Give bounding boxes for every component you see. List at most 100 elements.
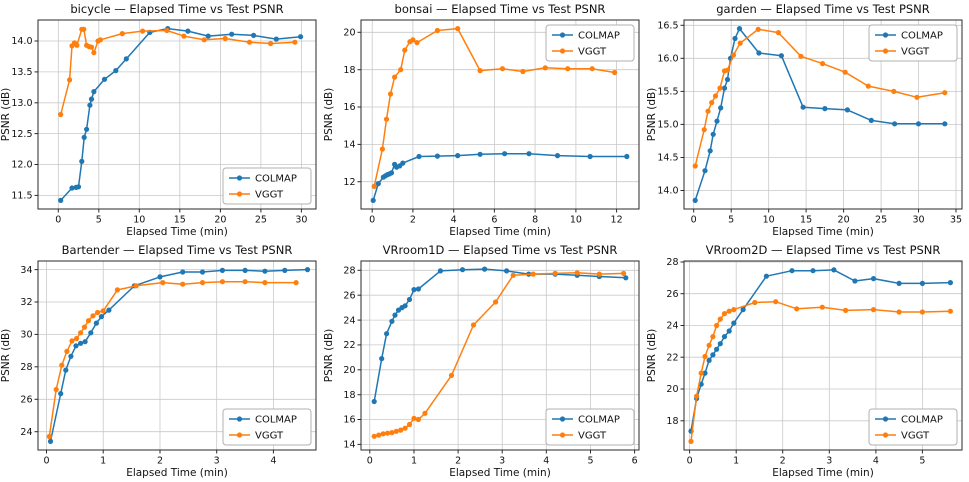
vggt-legend-marker [236,432,243,438]
x-tick-label: 5 [96,215,102,226]
y-tick-label: 16 [343,102,355,113]
x-tick-label: 0 [55,215,61,226]
vggt-markers [371,270,627,439]
y-tick-label: 16.5 [657,21,678,32]
y-tick-label: 15.5 [657,87,678,98]
vggt-legend-marker [882,48,889,54]
y-tick-label: 34 [20,265,32,276]
y-tick-label: 20 [666,384,678,395]
legend: COLMAP VGGT [545,408,635,446]
chart-title: Bartender — Elapsed Time vs Test PSNR [62,243,293,257]
y-tick-label: 16 [343,415,355,426]
y-tick-label: 22 [343,340,355,351]
x-tick-label: 4 [451,215,457,226]
vggt-markers [692,26,948,169]
y-tick-label: 14.0 [11,36,32,47]
y-tick-label: 28 [343,266,355,277]
y-tick-label: 20 [343,365,355,376]
chart-bonsai: 0 2 4 6 8 10 12 12 14 16 18 20 COLMAP VGGT bonsai — El… [323,0,646,241]
x-tick-label: 30 [295,215,307,226]
x-tick-label: 12 [611,215,623,226]
legend: COLMAP VGGT [868,24,958,62]
plot-border [683,260,963,451]
y-tick-label: 13.5 [11,67,32,78]
chart-canvas-garden: 0 5 10 15 20 25 30 35 14.0 14.5 15.0 15.5 16.0 16.5 CO… [646,2,963,238]
x-tick-label: 0 [687,456,693,467]
x-tick-label: 15 [800,215,812,226]
vggt-markers [58,26,298,118]
x-tick-label: 30 [912,215,924,226]
y-axis-label: PSNR (dB) [646,88,658,142]
y-tick-label: 28 [666,257,678,268]
y-axis-label: PSNR (dB) [323,329,335,383]
legend: COLMAP VGGT [222,167,312,205]
x-tick-label: 5 [728,215,734,226]
colmap-line [372,152,627,201]
x-tick-label: 10 [133,215,145,226]
legend-label-colmap: COLMAP [578,31,620,42]
legend-label-colmap: COLMAP [255,415,297,426]
chart-title: VRroom2D — Elapsed Time vs Test PSNR [706,243,941,257]
x-tick-label: 2 [455,456,461,467]
vggt-markers [371,26,618,189]
x-tick-label: 10 [763,215,775,226]
y-tick-label: 24 [666,321,678,332]
plot-border [683,19,963,210]
colmap-legend-marker [236,175,243,181]
colmap-legend-marker [236,416,243,422]
chart-title: VRroom1D — Elapsed Time vs Test PSNR [383,243,618,257]
legend-label-vggt: VGGT [255,190,284,201]
legend-label-colmap: COLMAP [901,415,943,426]
chart-title: garden — Elapsed Time vs Test PSNR [716,2,930,16]
y-tick-label: 14 [343,440,355,451]
x-tick-label: 1 [733,456,739,467]
y-tick-label: 18 [343,390,355,401]
chart-vrroom2d: 0 1 2 3 4 5 18 20 22 24 26 28 COLMAP VGGT VRroom2D — E… [646,241,969,482]
chart-vrroom1d: 0 1 2 3 4 5 6 14 16 18 20 22 24 26 28 COLMAP VGGT VRroom1… [323,241,646,482]
vggt-legend-marker [559,432,566,438]
legend: COLMAP VGGT [545,24,635,62]
x-tick-label: 1 [411,456,417,467]
x-tick-label: 3 [214,456,220,467]
x-tick-label: 0 [367,456,373,467]
chart-canvas-bonsai: 0 2 4 6 8 10 12 12 14 16 18 20 COLMAP VGGT bonsai — El… [323,2,640,238]
plot-border [360,19,640,210]
y-tick-label: 30 [20,330,32,341]
y-tick-label: 24 [20,427,32,438]
y-tick-label: 13.0 [11,98,32,109]
y-tick-label: 28 [20,362,32,373]
y-tick-label: 14.5 [657,153,678,164]
y-tick-label: 18 [666,416,678,427]
axis-ticks: 0 2 4 6 8 10 12 12 14 16 18 20 [343,28,622,226]
chart-canvas-bicycle: 0 5 10 15 20 25 30 11.5 12.0 12.5 13.0 13.5 14.0 COLM… [0,2,317,238]
y-axis-label: PSNR (dB) [646,329,658,383]
x-tick-label: 2 [410,215,416,226]
legend-label-vggt: VGGT [255,431,284,442]
x-tick-label: 35 [950,215,962,226]
x-tick-label: 6 [632,456,638,467]
y-axis-label: PSNR (dB) [0,88,12,142]
colmap-legend-marker [559,416,566,422]
x-tick-label: 0 [369,215,375,226]
colmap-legend-marker [882,416,889,422]
x-tick-label: 5 [919,456,925,467]
y-tick-label: 11.5 [11,191,32,202]
legend-label-colmap: COLMAP [255,174,297,185]
vggt-legend-marker [236,191,243,197]
y-tick-label: 26 [20,395,32,406]
y-tick-label: 14.0 [657,186,678,197]
x-tick-label: 3 [826,456,832,467]
legend-label-colmap: COLMAP [901,31,943,42]
x-tick-label: 4 [543,456,549,467]
x-tick-label: 4 [873,456,879,467]
y-tick-label: 26 [666,289,678,300]
y-tick-label: 20 [343,28,355,39]
x-tick-label: 5 [587,456,593,467]
chart-title: bonsai — Elapsed Time vs Test PSNR [395,2,606,16]
y-tick-label: 22 [666,352,678,363]
x-tick-label: 1 [100,456,106,467]
x-axis-label: Elapsed Time (min) [772,226,874,238]
vggt-legend-marker [559,48,566,54]
legend: COLMAP VGGT [222,408,312,446]
